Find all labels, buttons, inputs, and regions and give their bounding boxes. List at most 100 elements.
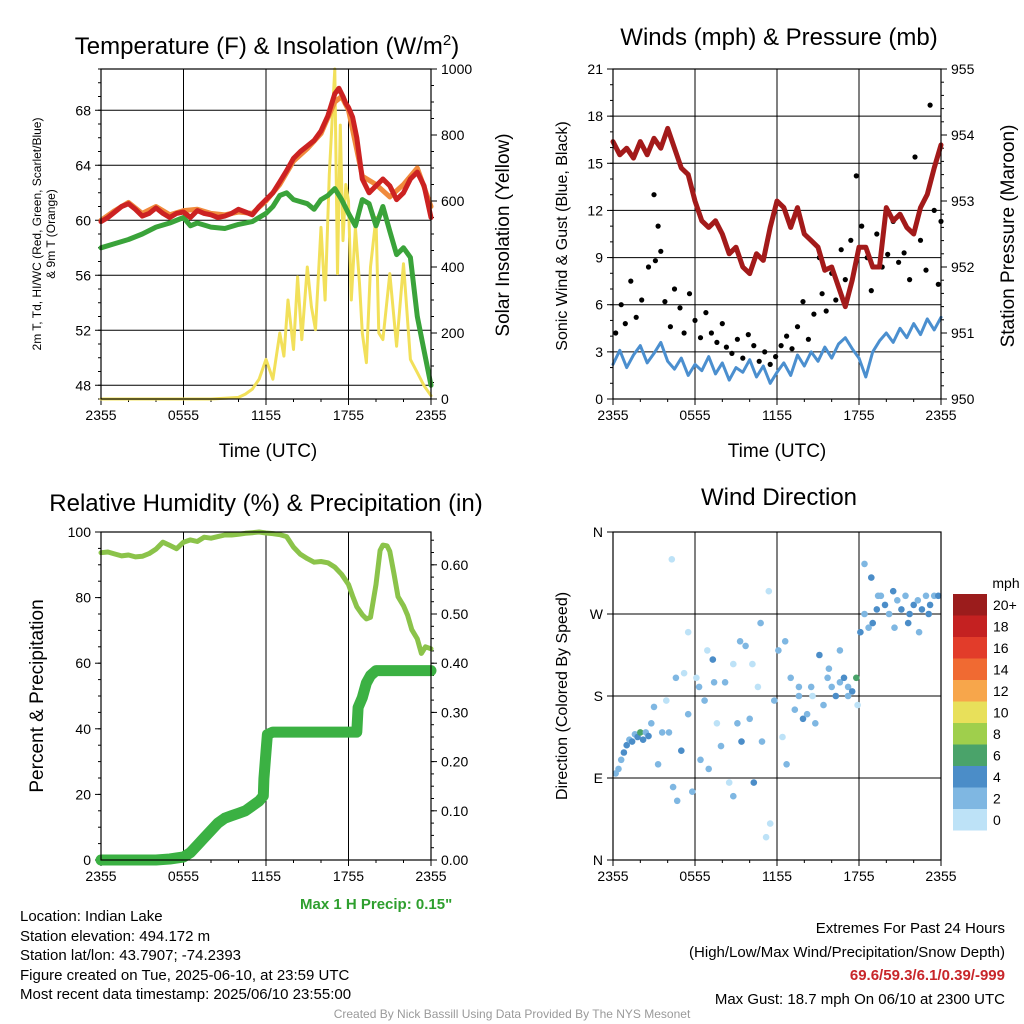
direction-point xyxy=(775,647,782,654)
legend-label: 2 xyxy=(993,790,1001,806)
gust-point xyxy=(681,330,687,336)
legend-label: 18 xyxy=(993,618,1009,634)
direction-point xyxy=(615,765,622,773)
legend-label: 20+ xyxy=(993,597,1017,613)
direction-point xyxy=(925,610,932,618)
gust-point xyxy=(662,299,668,305)
direction-plot-border xyxy=(612,531,942,861)
winds-right-tick-label: 950 xyxy=(951,391,975,407)
direction-point xyxy=(891,624,898,631)
direction-point xyxy=(844,683,852,691)
winds-y-tick-label: 18 xyxy=(587,108,603,124)
direction-y-tick-label: E xyxy=(594,770,603,786)
winds-x-tick-label: 0555 xyxy=(679,407,710,423)
winds-x-axis-title: Time (UTC) xyxy=(728,441,827,462)
legend-swatch xyxy=(953,594,987,616)
humidity-right-tick-label: 0.20 xyxy=(441,754,468,770)
direction-point xyxy=(639,736,647,743)
credit-line: Created By Nick Bassill Using Data Provi… xyxy=(333,1007,691,1021)
direction-point xyxy=(658,729,666,736)
direction-point xyxy=(881,601,889,609)
legend-swatch xyxy=(953,744,987,766)
direction-point xyxy=(868,574,875,581)
gust-point xyxy=(923,267,929,273)
humidity-x-tick-label: 1155 xyxy=(251,868,281,884)
direction-point xyxy=(926,601,934,609)
gust-point xyxy=(671,286,678,292)
direction-point xyxy=(695,683,703,691)
direction-point xyxy=(824,674,831,682)
direction-point xyxy=(669,783,677,791)
direction-point xyxy=(803,710,811,718)
temperature-y-tick-label: 60 xyxy=(75,212,91,228)
gust-point xyxy=(912,154,918,160)
series-line-precipitation xyxy=(95,665,437,866)
direction-point xyxy=(648,720,655,727)
series-line-sonic-wind xyxy=(611,315,943,385)
temperature-x-axis-title: Time (UTC) xyxy=(219,441,318,462)
temperature-x-tick-label: 1155 xyxy=(251,407,281,423)
direction-y-tick-label: N xyxy=(593,524,603,540)
direction-x-tick-label: 2355 xyxy=(597,868,628,884)
direction-point xyxy=(844,692,852,700)
gust-point xyxy=(622,321,628,327)
gust-point xyxy=(885,251,891,257)
winds-y-tick-label: 9 xyxy=(595,250,603,266)
direction-point xyxy=(765,587,773,595)
gust-point xyxy=(823,308,829,314)
temperature-right-tick-label: 200 xyxy=(441,325,465,341)
gust-point xyxy=(868,288,874,294)
temperature-x-tick-label: 1755 xyxy=(333,407,364,423)
direction-point xyxy=(825,665,833,672)
gust-point xyxy=(652,258,659,264)
direction-y-tick-label: N xyxy=(593,852,603,868)
max-gust: Max Gust: 18.7 mph On 06/10 at 2300 UTC xyxy=(714,990,1005,1008)
gust-point xyxy=(628,278,634,284)
direction-point xyxy=(678,747,685,754)
temperature-x-tick-label: 2355 xyxy=(415,407,446,423)
direction-point xyxy=(809,692,816,700)
station-info: Location: Indian Lake Station elevation:… xyxy=(20,907,351,1005)
direction-point xyxy=(836,647,844,654)
winds-right-tick-label: 953 xyxy=(951,193,975,209)
temperature-right-tick-label: 1000 xyxy=(441,61,472,77)
direction-point xyxy=(736,638,744,645)
temperature-x-tick-label: 2355 xyxy=(85,407,116,423)
direction-point xyxy=(889,587,897,595)
direction-point xyxy=(922,592,930,600)
direction-point xyxy=(650,703,658,711)
direction-point xyxy=(898,606,905,613)
gust-point xyxy=(723,344,730,350)
direction-point xyxy=(902,592,909,600)
temperature-y-tick-label: 56 xyxy=(75,267,91,283)
direction-point xyxy=(766,820,774,827)
temperature-y-tick-label: 64 xyxy=(75,157,91,173)
gust-point xyxy=(917,237,924,243)
direction-point xyxy=(749,660,756,668)
direction-point xyxy=(918,606,926,613)
direction-point xyxy=(910,601,917,609)
gust-point xyxy=(658,248,664,254)
direction-point xyxy=(787,674,794,682)
legend-label: 10 xyxy=(993,704,1009,720)
legend-swatch xyxy=(953,637,987,659)
series-line-station-pressure xyxy=(610,125,944,310)
direction-point xyxy=(705,765,712,773)
humidity-axes: 2355 0555 1155 1755 23550204060801000.000.10… xyxy=(68,524,469,884)
legend-label: 0 xyxy=(993,812,1001,828)
direction-point xyxy=(865,624,872,631)
direction-point xyxy=(672,674,680,682)
temperature-left-axis-title-line2: & 9m T (Orange) xyxy=(44,189,58,279)
humidity-y-tick-label: 0 xyxy=(83,852,91,868)
gust-point xyxy=(819,291,825,297)
direction-point xyxy=(906,610,913,618)
winds-right-tick-label: 954 xyxy=(951,127,975,143)
direction-x-tick-label: 0555 xyxy=(679,868,710,884)
direction-point xyxy=(894,597,901,604)
legend-label: 6 xyxy=(993,747,1001,763)
direction-point xyxy=(730,660,737,668)
gust-point xyxy=(692,317,698,323)
temperature-y-tick-label: 52 xyxy=(75,322,91,338)
direction-point xyxy=(721,679,729,686)
